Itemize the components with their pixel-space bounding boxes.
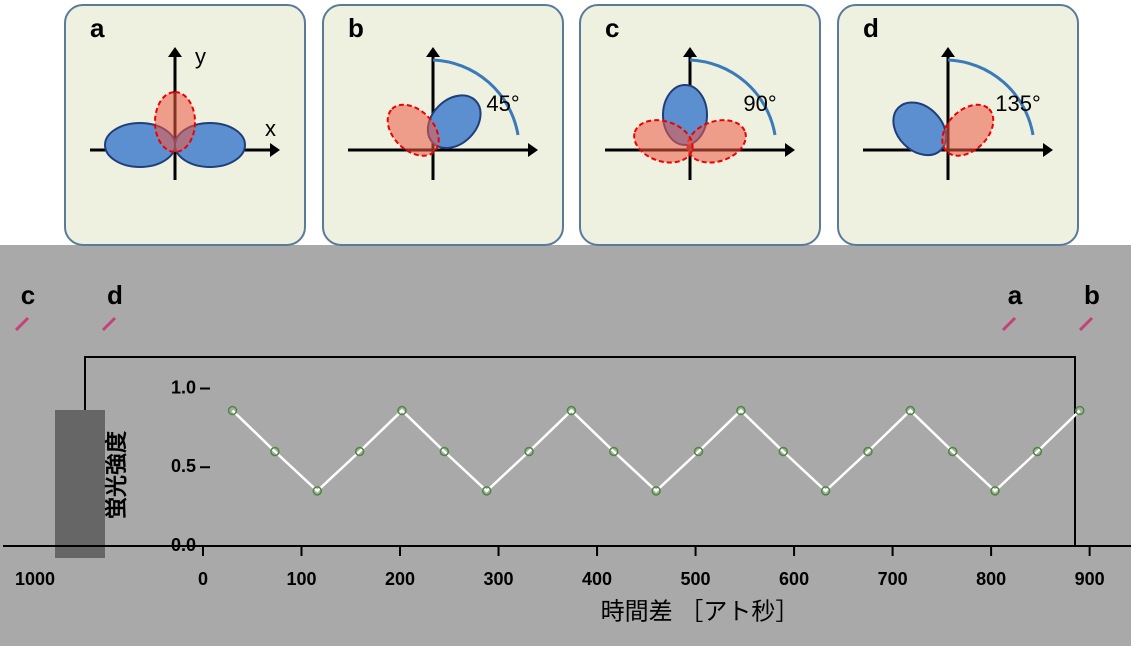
data-point xyxy=(566,405,577,416)
panel-marker: a xyxy=(1008,280,1023,310)
glitch-block xyxy=(55,410,105,558)
red-lobe-group xyxy=(633,119,747,164)
data-point xyxy=(227,405,238,416)
x-tick-label: 600 xyxy=(779,569,809,589)
marker-pointer xyxy=(101,316,117,332)
axis-label: y xyxy=(195,44,206,69)
x-tick-label: 800 xyxy=(976,569,1006,589)
chart-background xyxy=(0,245,1131,646)
data-point xyxy=(736,405,746,416)
red-lobe-group xyxy=(941,103,995,157)
arrow-head xyxy=(785,143,795,157)
y-tick-label: 0.0 xyxy=(171,535,196,555)
angle-label: 45° xyxy=(486,91,519,116)
data-point xyxy=(609,446,619,457)
x-tick-label: 200 xyxy=(385,569,415,589)
angle-label: 135° xyxy=(995,91,1041,116)
panel-label: a xyxy=(90,13,105,43)
y-tick-label: 1.0 xyxy=(171,377,196,397)
data-point xyxy=(270,446,280,457)
red-lobe-group xyxy=(386,103,440,157)
red-lobe xyxy=(941,103,995,157)
data-point xyxy=(990,486,1000,496)
arrow-head xyxy=(528,143,538,157)
x-axis-label: 時間差 ［アト秒］ xyxy=(601,598,800,625)
panel-marker: d xyxy=(107,280,123,310)
data-point xyxy=(1075,405,1085,416)
y-axis-label: 蛍光強度 xyxy=(104,430,129,519)
data-line xyxy=(231,408,1081,493)
data-point xyxy=(397,405,407,416)
x-tick-label: 400 xyxy=(582,569,612,589)
y-tick-label: 0.5 xyxy=(171,456,196,476)
arrow-head xyxy=(1043,143,1053,157)
red-lobe xyxy=(386,103,440,157)
angle-arc xyxy=(432,58,520,136)
blue-lobe xyxy=(892,101,948,157)
x-tick-label: 500 xyxy=(681,569,711,589)
marker-pointer xyxy=(1078,316,1094,332)
axis-label: x xyxy=(265,116,276,141)
data-point xyxy=(820,486,831,496)
angle-arc xyxy=(947,58,1035,136)
data-point xyxy=(863,446,873,457)
data-point xyxy=(1032,446,1043,457)
x-tick-label: 700 xyxy=(878,569,908,589)
arrow-head xyxy=(270,143,280,157)
arrow-head xyxy=(683,47,697,57)
x-tick-label: 0 xyxy=(198,569,208,589)
x-tick-label: 900 xyxy=(1075,569,1105,589)
panel-label: c xyxy=(605,13,619,43)
panel-label: d xyxy=(863,13,879,43)
data-point xyxy=(651,486,661,496)
data-point xyxy=(481,486,492,496)
data-point xyxy=(524,446,534,457)
red-lobe xyxy=(686,119,747,164)
arrow-head xyxy=(168,47,182,57)
data-point xyxy=(312,486,323,496)
angle-arc xyxy=(689,58,777,136)
panel-label: b xyxy=(348,13,364,43)
angle-label: 90° xyxy=(743,91,776,116)
arrow-head xyxy=(941,47,955,57)
panel-marker: c xyxy=(21,280,35,310)
red-lobe xyxy=(154,91,196,153)
arrow-head xyxy=(426,47,440,57)
data-point xyxy=(905,405,916,416)
marker-pointer xyxy=(1001,316,1017,332)
data-point xyxy=(693,446,704,457)
marker-pointer xyxy=(14,316,30,332)
x-tick-label: 100 xyxy=(286,569,316,589)
panel-marker: b xyxy=(1084,280,1100,310)
red-lobe-group xyxy=(154,91,196,153)
data-point xyxy=(439,446,450,457)
data-point xyxy=(778,446,788,457)
data-point xyxy=(947,446,958,457)
annotation: 1000 xyxy=(15,569,55,589)
data-point xyxy=(354,446,365,457)
red-lobe xyxy=(633,119,694,164)
x-tick-label: 300 xyxy=(484,569,514,589)
orbital xyxy=(892,101,948,157)
